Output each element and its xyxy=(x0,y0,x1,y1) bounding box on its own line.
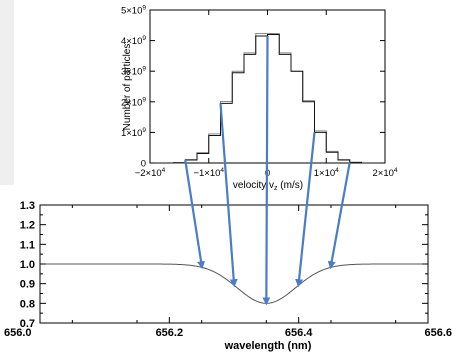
spectrum-x-tick-label: 656.2 xyxy=(156,327,184,339)
histogram-y-tick-label: 2×109 xyxy=(121,96,146,108)
histogram-y-tick-label: 4×109 xyxy=(121,35,146,47)
spectrum-y-tick-label: 0.8 xyxy=(20,298,35,310)
spectrum-x-tick-label: 656.4 xyxy=(285,327,313,339)
histogram-bar xyxy=(315,132,327,163)
mapping-arrow xyxy=(327,162,351,270)
histogram-bar xyxy=(256,36,268,163)
histogram-bar xyxy=(197,154,209,163)
histogram-chart: 0 1×109 2×109 3×109 4×109 5×109 −2×104 −1×1040… xyxy=(121,5,398,193)
histogram-bar xyxy=(244,54,256,163)
mapping-arrow xyxy=(219,103,238,288)
mapping-arrows xyxy=(184,36,351,306)
histogram-bar xyxy=(268,34,280,163)
histogram-y-ticks: 0 1×109 2×109 3×109 4×109 5×109 xyxy=(121,5,385,170)
histogram-y-tick-label: 5×109 xyxy=(121,5,146,17)
histogram-step xyxy=(150,33,385,164)
histogram-x-axis-title-main: velocity v xyxy=(233,180,274,191)
spectrum-y-tick-label: 1.1 xyxy=(20,239,35,251)
spectrum-y-tick-label: 1.2 xyxy=(20,220,35,232)
histogram-y-tick-label: 3×109 xyxy=(121,66,146,78)
histogram-x-tick-label: −1×104 xyxy=(193,167,224,179)
histogram-y-tick-label: 0 xyxy=(141,159,146,170)
spectrum-y-tick-label: 1.3 xyxy=(20,200,35,212)
mapping-arrow xyxy=(262,36,271,306)
histogram-bars xyxy=(150,33,385,164)
spectrum-x-tick-label: 656.0 xyxy=(4,327,32,339)
mapping-arrow xyxy=(184,159,206,270)
spectrum-y-ticks: 0.7 0.8 0.9 1.0 1.1 1.2 1.3 xyxy=(20,200,428,330)
histogram-bar xyxy=(326,152,338,163)
histogram-bar xyxy=(279,54,291,163)
histogram-bar xyxy=(232,73,244,163)
mapping-arrow xyxy=(295,132,316,288)
histogram-y-tick-label: 1×109 xyxy=(121,127,146,139)
histogram-y-axis-title: Number of particles xyxy=(122,44,133,131)
spectrum-x-tick-label: 656.6 xyxy=(424,327,452,339)
histogram-bar xyxy=(209,135,221,163)
spectrum-x-axis-title: wavelength (nm) xyxy=(224,340,312,352)
left-panel-strip xyxy=(0,0,14,185)
histogram-x-tick-label: 1×104 xyxy=(314,167,339,179)
histogram-bar xyxy=(291,71,303,163)
spectrum-x-ticks: 656.0 656.2 656.4 656.6 xyxy=(4,205,452,339)
spectrum-y-tick-label: 1.0 xyxy=(20,259,35,271)
histogram-x-axis-title-sub: z xyxy=(274,185,278,192)
histogram-x-tick-label: 2×104 xyxy=(372,167,397,179)
histogram-x-axis-title: velocity vz (m/s) xyxy=(233,180,303,192)
spectrum-y-tick-label: 0.7 xyxy=(20,318,35,330)
spectrum-chart: 0.70.80.91.01.11.21.3 656.0 656.2 656.4 656… xyxy=(4,200,452,352)
spectrum-y-tick-label: 0.9 xyxy=(20,279,35,291)
histogram-x-axis-title-unit: (m/s) xyxy=(278,180,304,191)
histogram-x-tick-label: −2×104 xyxy=(135,167,166,179)
